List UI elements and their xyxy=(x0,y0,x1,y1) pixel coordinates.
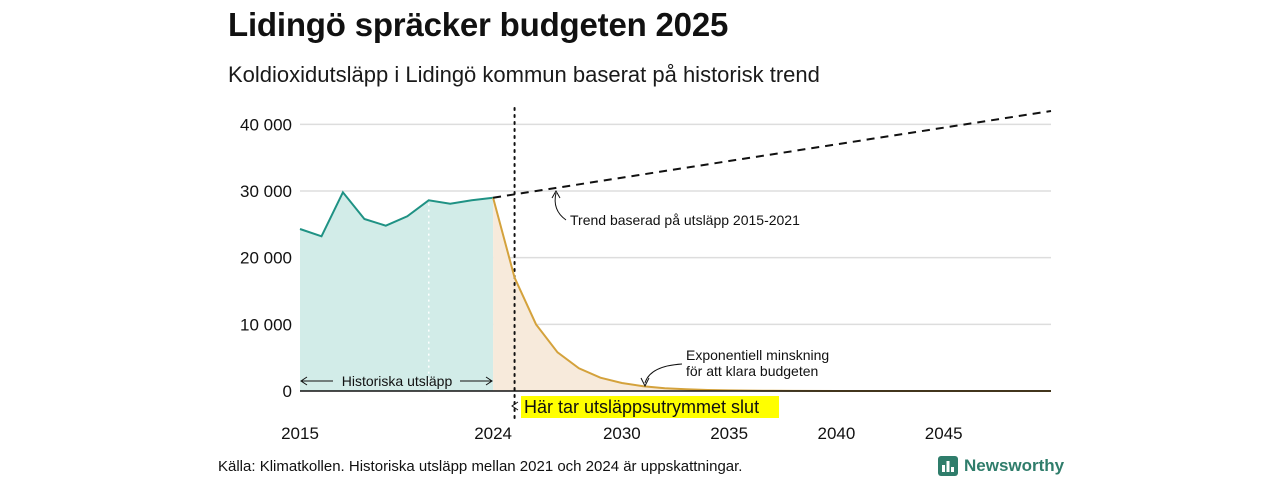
budget-end-arrow-head xyxy=(511,401,519,411)
series-lines xyxy=(299,107,1052,421)
x-tick-label: 2040 xyxy=(818,424,856,443)
y-tick-label: 30 000 xyxy=(240,182,292,201)
trend-arrow-head xyxy=(551,189,561,199)
exponential-annotation-line1: Exponentiell minskning xyxy=(686,347,829,363)
trend-line xyxy=(492,110,1052,199)
budget-end-highlight xyxy=(521,396,779,418)
x-tick-label: 2045 xyxy=(925,424,963,443)
x-tick-label: 2015 xyxy=(281,424,319,443)
page-title: Lidingö spräcker budgeten 2025 xyxy=(228,6,729,43)
historical-line xyxy=(299,190,494,238)
y-tick-label: 40 000 xyxy=(240,115,292,134)
exponential-annotation-line2: för att klara budgeten xyxy=(686,363,818,379)
source-note: Källa: Klimatkollen. Historiska utsläpp … xyxy=(218,458,743,475)
axes: 0 10 000 20 000 30 000 40 000 2015 2024 2030 203… xyxy=(240,115,1051,443)
annotations: Trend baserad på utsläpp 2015-2021 Expone… xyxy=(300,189,829,418)
historical-annotation: Historiska utsläpp xyxy=(342,373,453,389)
area-fills xyxy=(300,192,1052,391)
x-tick-label: 2035 xyxy=(710,424,748,443)
x-tick-label: 2030 xyxy=(603,424,641,443)
page-subtitle: Koldioxidutsläpp i Lidingö kommun basera… xyxy=(228,62,820,87)
y-tick-label: 10 000 xyxy=(240,315,292,334)
budget-end-annotation: Här tar utsläppsutrymmet slut xyxy=(524,397,759,417)
newsworthy-logo-text: Newsworthy xyxy=(964,456,1065,475)
trend-annotation: Trend baserad på utsläpp 2015-2021 xyxy=(570,212,800,228)
y-tick-label: 0 xyxy=(283,382,292,401)
historical-span-left-head xyxy=(300,376,308,386)
exponential-arrow-head xyxy=(640,377,650,388)
budget-area xyxy=(493,197,1052,391)
newsworthy-bar-chart-icon xyxy=(938,456,958,476)
emissions-chart: 0 10 000 20 000 30 000 40 000 2015 2024 2030 203… xyxy=(240,107,1052,443)
x-tick-label: 2024 xyxy=(474,424,512,443)
historical-span-right-head xyxy=(485,376,493,386)
trend-arrow xyxy=(554,192,567,221)
y-tick-label: 20 000 xyxy=(240,249,292,268)
newsworthy-logo: Newsworthy xyxy=(938,456,1064,476)
historical-area xyxy=(300,192,494,391)
exponential-arrow xyxy=(644,363,683,384)
